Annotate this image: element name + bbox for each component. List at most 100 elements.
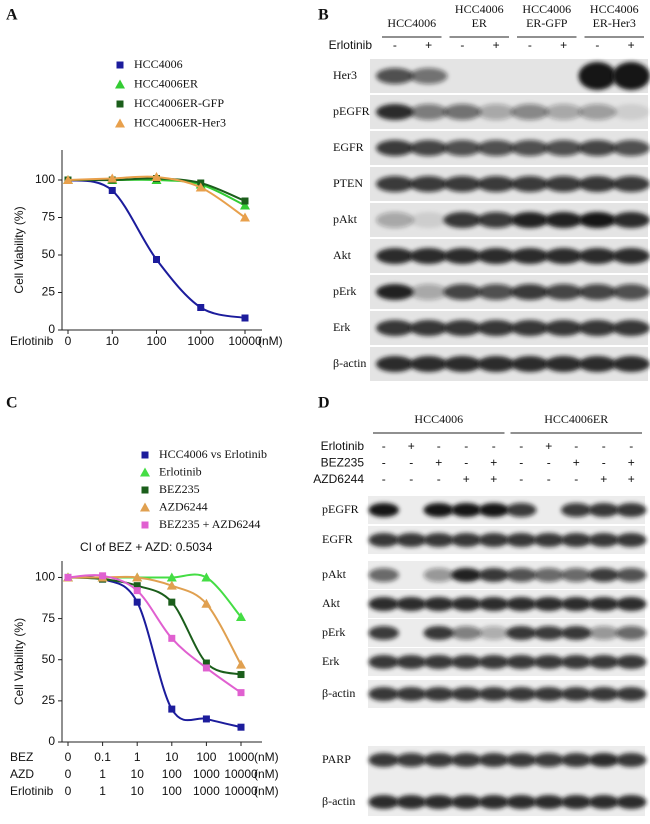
panel-letter: B [318,7,329,24]
band [533,533,564,547]
band [451,687,482,701]
legend-label: HCC4006 [134,57,183,71]
band [396,687,427,701]
band [533,626,564,640]
treatment-sign: - [547,472,551,486]
treatment-sign: - [595,38,599,52]
marker [99,572,107,580]
band [478,597,509,611]
marker [197,304,205,311]
marker [151,172,162,181]
band [506,753,537,767]
legend-label: AZD6244 [159,499,208,513]
band [616,503,647,517]
band [544,356,583,372]
band [561,503,592,517]
curve [67,574,242,694]
treatment-label: Erlotinib [321,439,365,453]
row-label: pErk [322,625,345,639]
treatment-sign: + [408,439,415,453]
band [368,795,399,809]
marker [201,572,212,582]
row-label: Erk [322,654,339,668]
band [612,176,650,192]
x-tick-label: 0 [65,750,72,764]
band [612,284,650,300]
treatment-sign: - [492,439,496,453]
x-tick-label: 1000 [228,750,255,764]
treatment-sign: - [547,456,551,470]
band [533,753,564,767]
band [588,568,619,582]
band [616,687,647,701]
band [578,104,617,120]
band [561,626,592,640]
band [423,626,454,640]
row-label: β-actin [322,686,355,700]
band [506,503,537,517]
legend-label: HCC4006 vs Erlotinib [159,447,267,461]
band [443,356,482,372]
blot-strip [368,746,645,792]
band [506,687,537,701]
band [478,687,509,701]
x-tick-label: 1000 [193,767,220,781]
marker [202,659,210,667]
band [409,140,448,156]
band [578,248,617,264]
band [578,320,617,336]
x-tick-label: 1 [99,767,106,781]
band [578,62,617,90]
band [423,597,454,611]
legend-label: BEZ235 + AZD6244 [159,517,260,531]
row-label: EGFR [333,140,364,154]
band [561,655,592,669]
band [561,753,592,767]
x-tick-label: 0 [65,784,72,798]
x-tick-label: 10000 [224,767,258,781]
panel-letter: D [318,395,330,412]
treatment-sign: - [382,456,386,470]
treatment-sign: + [628,38,635,52]
band [368,655,399,669]
legend-label: Erlotinib [159,464,202,478]
band [409,248,448,264]
band [477,140,515,156]
band [451,597,482,611]
row-label: Erk [333,320,350,334]
marker [166,572,177,582]
band [533,687,564,701]
band [588,533,619,547]
band [376,248,414,264]
band [477,284,515,300]
band [506,795,537,809]
band [423,503,454,517]
y-tick-label: 0 [48,734,55,748]
marker [168,598,176,606]
treatment-sign: - [519,439,523,453]
treatment-sign: - [437,472,441,486]
treatment-sign: + [560,38,567,52]
x-axis-label: Erlotinib [10,334,54,348]
band [451,795,482,809]
treatment-sign: + [490,456,497,470]
x-tick-label: 0 [65,334,72,348]
band [376,68,414,84]
band [451,626,482,640]
treatment-label: Erlotinib [329,38,373,52]
row-label: pErk [333,284,356,298]
legend-label: BEZ235 [159,482,200,496]
x-unit: (nM) [254,784,279,798]
x-tick-label: 100 [162,784,182,798]
band [423,753,454,767]
annotation: CI of BEZ + AZD: 0.5034 [80,540,213,554]
band [478,795,509,809]
band [451,753,482,767]
y-tick-label: 50 [42,247,56,261]
treatment-sign: + [463,472,470,486]
row-label: pEGFR [333,104,370,118]
treatment-sign: - [460,38,464,52]
band [561,568,592,582]
treatment-sign: - [519,472,523,486]
band [396,753,427,767]
